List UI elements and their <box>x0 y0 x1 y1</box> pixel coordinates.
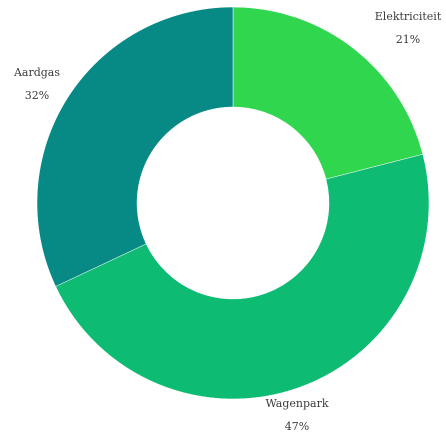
value-label-aardgas: 32% <box>25 89 49 102</box>
slice-elektriciteit <box>232 6 424 180</box>
category-label-aardgas: Aardgas <box>13 66 60 79</box>
value-label-wagenpark: 47% <box>285 420 309 433</box>
category-label-elektriciteit: Elektriciteit <box>375 10 442 23</box>
slice-aardgas <box>36 6 234 287</box>
value-label-elektriciteit: 21% <box>396 33 420 46</box>
category-label-wagenpark: Wagenpark <box>265 397 328 410</box>
